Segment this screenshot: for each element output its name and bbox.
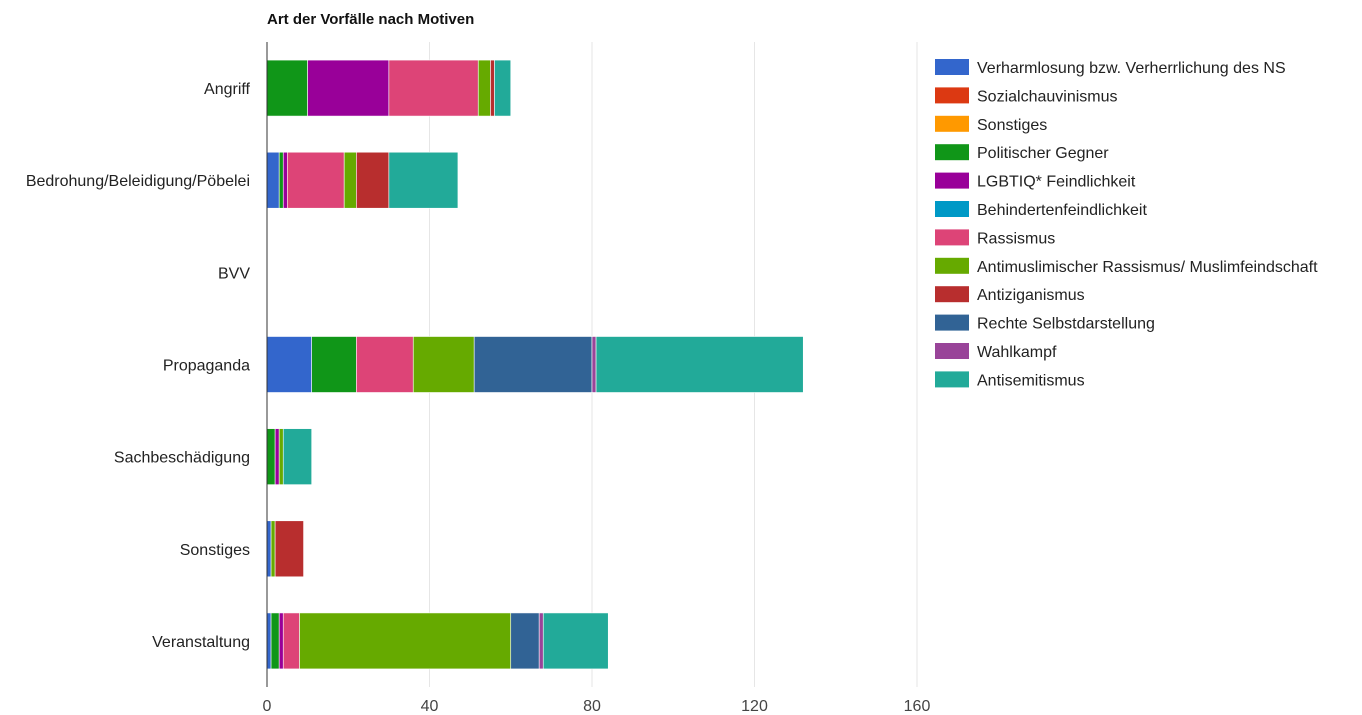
legend-swatch — [935, 172, 969, 189]
legend-label: Wahlkampf — [977, 344, 1057, 361]
legend-item[interactable]: Sonstiges — [935, 115, 1047, 134]
bar-segment[interactable] — [270, 612, 280, 670]
bar-segment[interactable] — [266, 520, 272, 578]
bar-segment[interactable] — [270, 520, 276, 578]
category-label: Propaganda — [163, 358, 250, 375]
legend-item[interactable]: Antiziganismus — [935, 286, 1085, 304]
legend-item[interactable]: Sozialchauvinismus — [935, 87, 1118, 105]
chart-title: Art der Vorfälle nach Motiven — [267, 11, 474, 28]
bar-segment[interactable] — [282, 612, 300, 670]
bar-segment[interactable] — [282, 428, 312, 485]
legend-swatch — [935, 371, 969, 388]
legend-label: Sozialchauvinismus — [977, 88, 1118, 105]
legend-swatch — [935, 59, 969, 75]
legend-label: Antiziganismus — [977, 287, 1085, 304]
bar-segment[interactable] — [538, 612, 544, 670]
bar-segment[interactable] — [388, 151, 459, 209]
legend-swatch — [935, 87, 969, 104]
legend-label: Rassismus — [977, 230, 1055, 247]
bar-segment[interactable] — [274, 428, 280, 485]
legend-item[interactable]: Rassismus — [935, 229, 1055, 247]
legend-label: Sonstiges — [977, 117, 1047, 134]
bar-segment[interactable] — [274, 520, 304, 578]
bar-segment[interactable] — [494, 59, 512, 117]
axes: 0 40 80 120 160 Angriff Bedrohung/Beleidigung/… — [26, 42, 931, 715]
legend-label: Behindertenfeindlichkeit — [977, 202, 1147, 219]
bar-segment[interactable] — [356, 151, 390, 209]
bar-segment[interactable] — [278, 151, 284, 209]
category-label: Bedrohung/Beleidigung/Pöbelei — [26, 173, 250, 190]
bar-segment[interactable] — [266, 612, 272, 670]
bar-segment[interactable] — [266, 428, 276, 485]
category-label: Sonstiges — [180, 542, 250, 559]
bar-segment[interactable] — [595, 336, 804, 393]
x-tick-label: 0 — [263, 698, 272, 715]
legend-swatch — [935, 115, 969, 132]
bar-segment[interactable] — [282, 151, 288, 209]
legend-item[interactable]: Antisemitismus — [935, 371, 1085, 389]
legend-swatch — [935, 286, 969, 303]
x-tick-label: 120 — [741, 698, 768, 715]
bar-segment[interactable] — [356, 336, 414, 393]
bar-segment[interactable] — [542, 612, 609, 670]
bar-segment[interactable] — [591, 336, 597, 393]
legend-item[interactable]: Politischer Gegner — [935, 144, 1109, 162]
legend-swatch — [935, 201, 969, 217]
bar-segment[interactable] — [510, 612, 540, 670]
bar-segment[interactable] — [412, 336, 475, 393]
legend-label: Rechte Selbstdarstellung — [977, 316, 1155, 333]
bar-segment[interactable] — [266, 59, 308, 117]
legend-label: Antisemitismus — [977, 372, 1085, 389]
bar-segment[interactable] — [287, 151, 345, 209]
legend-item[interactable]: Wahlkampf — [935, 343, 1057, 361]
category-label: Veranstaltung — [152, 634, 250, 651]
bar-segment[interactable] — [299, 612, 512, 670]
bar-segment[interactable] — [477, 59, 491, 117]
x-tick-label: 40 — [421, 698, 439, 715]
bar-segment[interactable] — [388, 59, 479, 117]
bar-segment[interactable] — [307, 59, 390, 117]
bar-segment[interactable] — [343, 151, 357, 209]
bar-segment[interactable] — [266, 151, 280, 209]
legend-swatch — [935, 229, 969, 246]
legend-label: Antimuslimischer Rassismus/ Muslimfeinds… — [977, 259, 1318, 276]
bar-segment[interactable] — [490, 59, 495, 117]
bar-segment[interactable] — [278, 428, 284, 485]
legend-swatch — [935, 257, 969, 274]
bar-segment[interactable] — [311, 336, 357, 393]
bars — [266, 59, 804, 670]
x-tick-label: 80 — [583, 698, 601, 715]
legend-item[interactable]: LGBTIQ* Feindlichkeit — [935, 172, 1136, 191]
legend-item[interactable]: Verharmlosung bzw. Verherrlichung des NS — [935, 59, 1286, 77]
category-label: Angriff — [204, 81, 251, 98]
legend-swatch — [935, 343, 969, 359]
legend-item[interactable]: Antimuslimischer Rassismus/ Muslimfeinds… — [935, 257, 1318, 276]
category-label: Sachbeschädigung — [114, 450, 250, 467]
bar-segment[interactable] — [266, 336, 312, 393]
legend-item[interactable]: Behindertenfeindlichkeit — [935, 201, 1147, 219]
x-tick-label: 160 — [904, 698, 931, 715]
category-label: BVV — [218, 265, 250, 282]
legend-swatch — [935, 144, 969, 161]
legend-item[interactable]: Rechte Selbstdarstellung — [935, 314, 1155, 333]
legend-label: LGBTIQ* Feindlichkeit — [977, 174, 1136, 191]
legend-label: Politischer Gegner — [977, 145, 1109, 162]
legend-swatch — [935, 314, 969, 331]
legend: Verharmlosung bzw. Verherrlichung des NS… — [935, 59, 1318, 389]
legend-label: Verharmlosung bzw. Verherrlichung des NS — [977, 60, 1286, 77]
bar-segment[interactable] — [278, 612, 284, 670]
bar-segment[interactable] — [473, 336, 593, 393]
